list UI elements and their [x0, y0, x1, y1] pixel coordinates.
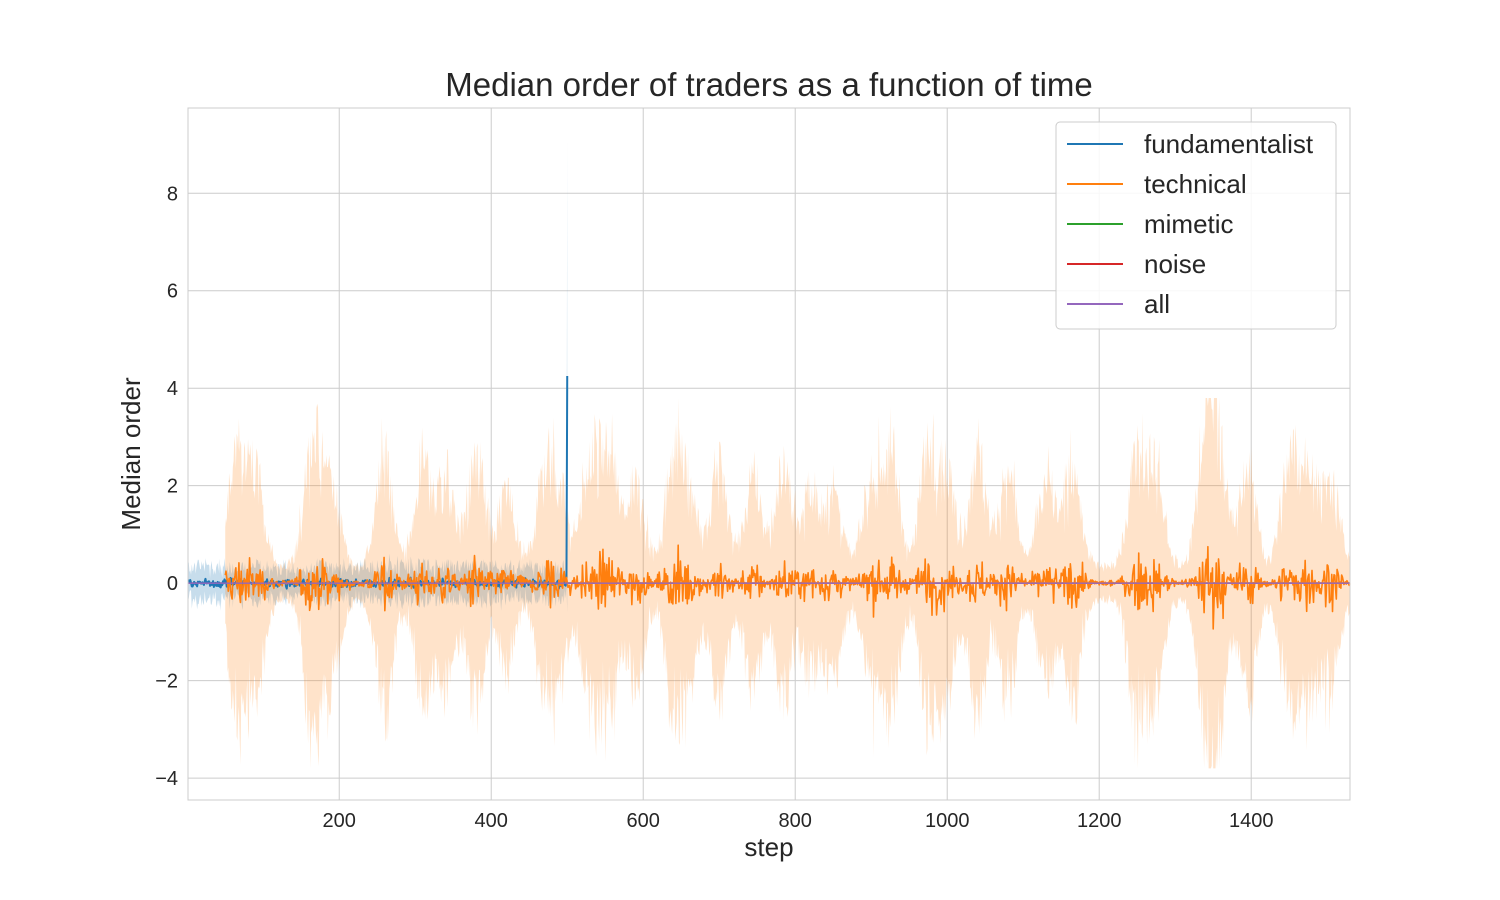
y-tick-label: −2: [155, 671, 178, 693]
y-tick-labels: −4 −2 0 2 4 6 8: [155, 183, 178, 790]
x-tick-label: 1000: [925, 810, 970, 832]
legend: fundamentalist technical mimetic noise all: [1055, 121, 1337, 330]
x-axis-label: step: [744, 832, 793, 862]
chart-title: Median order of traders as a function of…: [445, 66, 1093, 103]
y-tick-label: 2: [167, 476, 178, 498]
legend-label-all: all: [1144, 289, 1170, 319]
plot-frame: [187, 107, 1351, 801]
y-tick-label: 6: [167, 281, 178, 303]
y-tick-label: 4: [167, 378, 178, 400]
y-tick-label: −4: [155, 768, 178, 790]
x-tick-label: 1400: [1229, 810, 1274, 832]
x-tick-label: 400: [475, 810, 508, 832]
y-axis-label: Median order: [116, 377, 146, 531]
legend-label-mimetic: mimetic: [1144, 209, 1234, 239]
x-tick-labels: 200 400 600 800 1000 1200 1400: [323, 810, 1274, 832]
x-tick-label: 600: [627, 810, 660, 832]
legend-label-noise: noise: [1144, 249, 1206, 279]
x-tick-label: 1200: [1077, 810, 1122, 832]
y-tick-label: 8: [167, 183, 178, 205]
x-tick-label: 800: [779, 810, 812, 832]
legend-label-technical: technical: [1144, 169, 1247, 199]
y-tick-label: 0: [167, 573, 178, 595]
fundamentalist-band: [188, 139, 568, 613]
x-tick-label: 200: [323, 810, 356, 832]
legend-label-fundamentalist: fundamentalist: [1144, 129, 1314, 159]
legend-box: [1055, 121, 1337, 330]
series-lines: [187, 376, 1351, 630]
